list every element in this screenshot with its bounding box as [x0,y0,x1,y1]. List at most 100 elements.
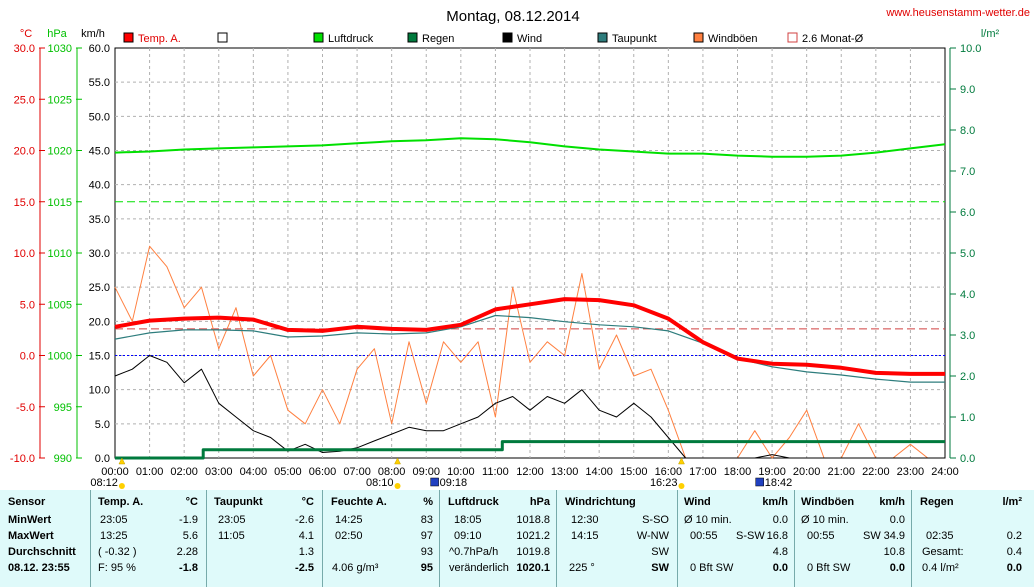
temp-tick-label: -5.0 [16,402,35,414]
legend-swatch [313,32,324,43]
winddir-max-time: 14:15 [571,530,599,542]
pressure-now-value: 1020.1 [516,562,550,574]
sensor-row-max: MaxWert [8,530,54,542]
humidity-now-extra: 4.06 g/m³ [332,562,379,574]
x-tick-label: 06:00 [309,466,337,478]
x-tick-label: 02:00 [170,466,198,478]
moon-marker-icon [755,477,764,487]
x-tick-label: 19:00 [758,466,786,478]
wind-unit: km/h [762,496,788,508]
legend-label: Windböen [708,33,758,45]
statistics-table: Sensor MinWert MaxWert Durchschnitt 08.1… [0,490,1034,587]
gust-header: Windböen [801,496,855,508]
wind-header: Wind [684,496,711,508]
sensor-header: Sensor [8,496,46,508]
wind-tick-label: 25.0 [89,282,110,294]
temp-now-value: -1.8 [179,562,198,574]
rain-total-value: 0.4 [1006,546,1022,558]
x-tick-label: 07:00 [343,466,371,478]
x-tick-label: 04:00 [240,466,268,478]
reference-lines [115,201,945,356]
wind-tick-label: 30.0 [89,248,110,260]
sun-moon-markers: 08:12 08:10 09:18 16:23 18:42 [90,457,793,489]
sun-marker-dot [118,483,125,489]
wind-now-value: 0.0 [772,562,788,574]
temp-min-time: 23:05 [100,514,128,526]
marker-label: 16:23 [650,477,678,489]
temp-unit: °C [185,496,198,508]
legend-label: Wind [517,33,542,45]
pressure-tick-label: 1000 [48,351,72,363]
x-tick-label: 01:00 [136,466,164,478]
wind-max-time: 00:55 [690,530,718,542]
rain-tick-label: 2.0 [960,371,975,383]
dew-max-value: 4.1 [298,530,314,542]
temp-max-time: 13:25 [100,530,128,542]
x-tick-label: 23:00 [897,466,925,478]
winddir-degrees: 225 ° [569,562,595,574]
legend-swatch [693,32,704,43]
unit-temp: °C [20,28,32,40]
dew-header: Taupunkt [214,496,263,508]
unit-wind: km/h [81,28,105,40]
humidity-max-time: 02:50 [335,530,363,542]
unit-pressure: hPa [47,28,67,40]
rain-tick-label: 6.0 [960,207,975,219]
temp-series-line [114,297,945,376]
x-tick-label: 14:00 [585,466,613,478]
legend-swatch [217,32,228,43]
marker-label: 18:42 [765,477,793,489]
temp-tick-label: 0.0 [20,351,35,363]
winddir-min-value: S-SO [642,514,669,526]
wind-tick-label: 35.0 [89,214,110,226]
col-rain: Regen l/m² 02:35 0.2 Gesamt: 0.4 0.4 l/m… [912,490,1034,587]
site-link[interactable]: www.heusenstamm-wetter.de [885,7,1030,19]
humidity-min-time: 14:25 [335,514,363,526]
pressure-max-time: 09:10 [454,530,482,542]
rain-tick-label: 0.0 [960,453,975,465]
rain-max-value: 0.2 [1006,530,1022,542]
temp-tick-label: 20.0 [14,146,35,158]
legend-swatch [502,32,513,43]
x-tick-label: 20:00 [793,466,821,478]
dew-now-value: -2.5 [295,562,314,574]
pressure-tendency: veränderlich [449,562,509,574]
x-tick-label: 16:00 [655,466,683,478]
legend-swatch [787,32,798,43]
pressure-trend: ^0.7hPa/h [449,546,499,558]
x-tick-label: 11:00 [482,466,509,478]
sun-marker-icon [394,457,401,465]
x-tick-label: 24:00 [931,466,959,478]
x-tick-label: 08:00 [378,466,406,478]
pressure-tick-label: 1030 [48,43,72,55]
rain-tick-label: 9.0 [960,84,975,96]
humidity-min-value: 83 [420,514,433,526]
legend: Temp. A. Luftdruck Regen Wind Taupunkt Windbö… [123,32,864,45]
rain-tick-label: 3.0 [960,330,975,342]
pressure-max-value: 1021.2 [516,530,550,542]
pressure-header: Luftdruck [448,496,499,508]
temp-tick-label: 25.0 [14,94,35,106]
pressure-min-value: 1018.8 [516,514,550,526]
wind-tick-label: 45.0 [89,146,110,158]
legend-label: Regen [422,33,454,45]
wind-tick-label: 55.0 [89,77,110,89]
pressure-tick-label: 1015 [48,197,72,209]
rain-tick-label: 5.0 [960,248,975,260]
winddir-now-value: SW [651,562,669,574]
col-wind: Wind km/h Ø 10 min. 0.0 00:55 S-SW 16.8 … [678,490,795,587]
legend-label: Luftdruck [328,33,374,45]
legend-label: 2.6 Monat-Ø [802,33,864,45]
wind-min-label: Ø 10 min. [684,514,732,526]
temp-avg-extra: ( -0.32 ) [98,546,137,558]
rain-series-line [115,440,945,460]
temp-tick-label: 5.0 [20,299,35,311]
x-tick-label: 21:00 [827,466,855,478]
rain-tick-label: 4.0 [960,289,975,301]
winddir-max-value: W-NW [636,530,669,542]
rain-now-value: 0.0 [1006,562,1022,574]
wind-now-bft: 0 Bft SW [690,562,734,574]
grid-lines [115,48,945,458]
pressure-tick-label: 995 [54,402,72,414]
